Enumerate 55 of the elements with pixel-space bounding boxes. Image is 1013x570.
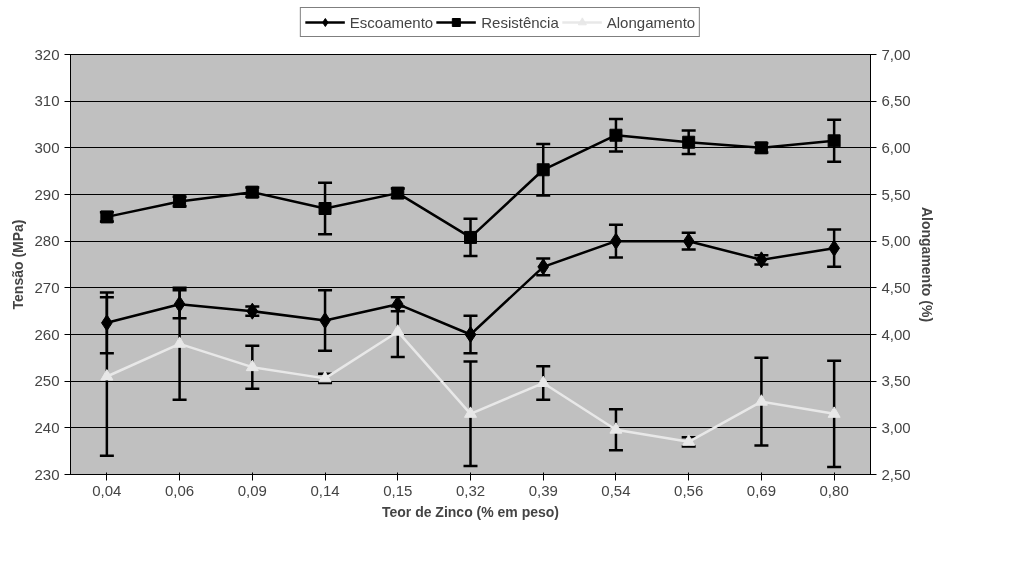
x-tick-label: 0,80 (819, 481, 849, 499)
point (827, 406, 841, 418)
y-tick-label: 300 (34, 138, 60, 156)
x-tick-label: 0,54 (601, 481, 631, 499)
legend-label: Escoamento (349, 13, 434, 31)
y-tick-label: 280 (34, 232, 60, 250)
y2-tick-label: 5,50 (881, 185, 911, 203)
x-tick-label: 0,06 (164, 481, 195, 499)
point (391, 324, 405, 336)
point (464, 406, 477, 418)
x-axis-title: Teor de Zinco (% em peso) (381, 503, 560, 520)
y-tick-label: 260 (34, 325, 60, 343)
point (100, 369, 114, 381)
legend-label: Resistência (481, 13, 559, 31)
point (609, 422, 623, 434)
x-tick-label: 0,04 (92, 481, 122, 499)
y-tick-label: 270 (34, 278, 60, 296)
x-tick-label: 0,09 (237, 481, 267, 499)
y2-tick-label: 6,50 (881, 92, 911, 110)
y2-tick-label: 7,00 (881, 45, 911, 63)
y2-tick-label: 6,00 (881, 138, 911, 156)
y-tick-label: 240 (34, 418, 60, 436)
point (318, 202, 332, 215)
y2-tick-label: 5,00 (881, 232, 911, 250)
point (464, 326, 477, 343)
y-tick-label: 230 (34, 465, 60, 483)
y2-tick-label: 3,50 (881, 372, 911, 390)
point (319, 312, 331, 329)
y2-tick-label: 4,50 (881, 278, 911, 296)
y2-tick-label: 2,50 (881, 465, 911, 483)
x-tick-label: 0,14 (310, 481, 340, 499)
y2-tick-label: 4,00 (881, 325, 911, 343)
point (245, 359, 259, 372)
point (464, 230, 477, 244)
x-tick-label: 0,32 (455, 481, 486, 499)
x-tick-label: 0,56 (674, 481, 704, 499)
y-tick-label: 310 (34, 92, 60, 110)
y2-axis-title: Alongamento (%) (918, 206, 935, 323)
x-tick-label: 0,69 (746, 481, 777, 499)
point (173, 336, 187, 348)
point (536, 375, 550, 387)
y-tick-label: 290 (34, 185, 60, 203)
point (827, 134, 841, 148)
y-tick-label: 320 (34, 45, 60, 63)
legend-label: Alongamento (606, 13, 696, 31)
point (682, 135, 696, 149)
x-tick-label: 0,15 (383, 481, 413, 499)
y-tick-label: 250 (34, 372, 60, 390)
y2-tick-label: 3,00 (881, 418, 911, 436)
point (754, 394, 768, 406)
point (609, 128, 623, 142)
point (173, 295, 186, 313)
y-axis-title: Tensão (MPa) (10, 219, 27, 310)
x-tick-label: 0,39 (528, 481, 558, 499)
point (536, 163, 550, 177)
